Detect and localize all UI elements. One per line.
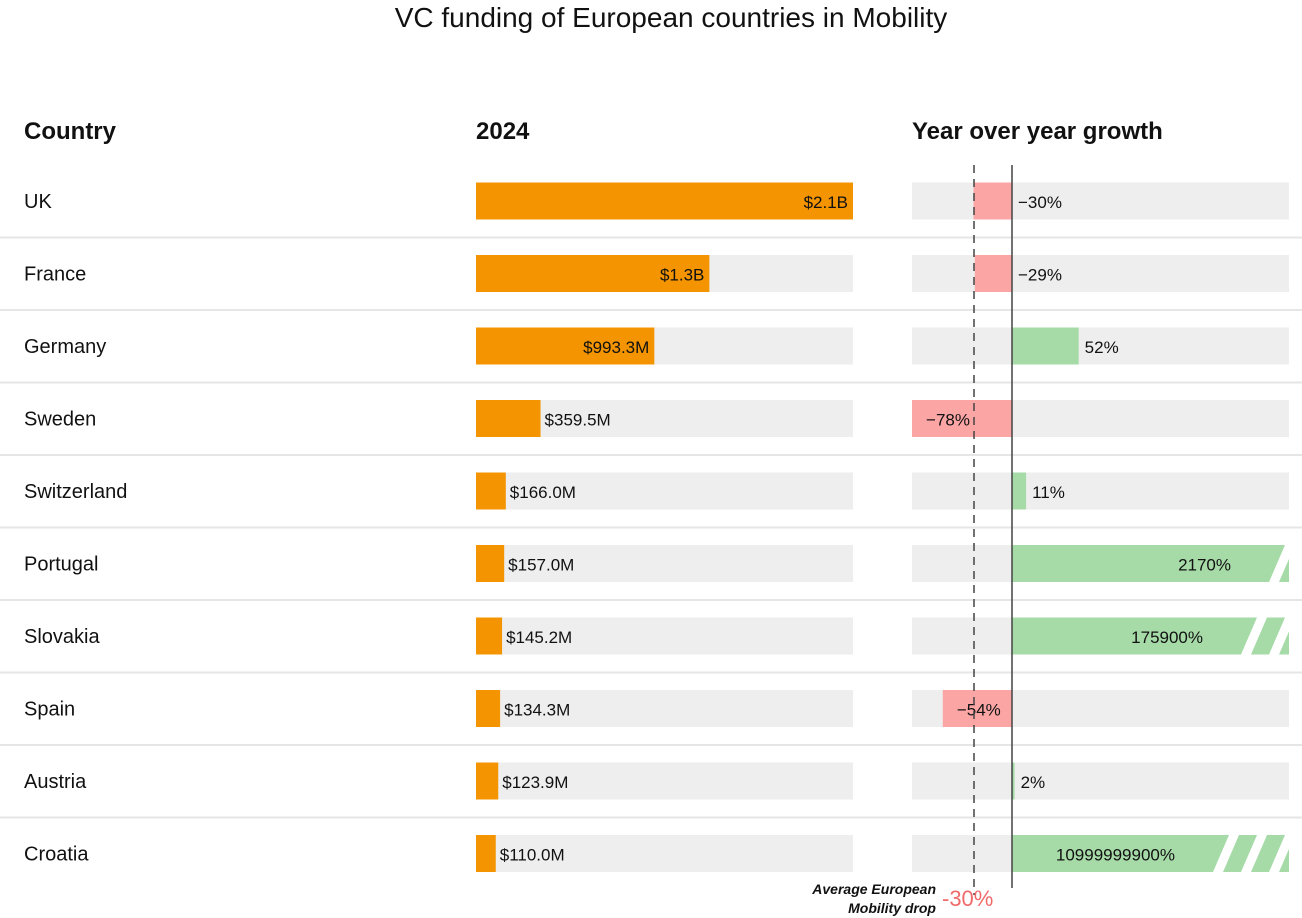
- funding-value-label: $123.9M: [502, 773, 568, 792]
- chart-title: VC funding of European countries in Mobi…: [394, 2, 948, 33]
- funding-value-label: $157.0M: [508, 556, 574, 575]
- country-label: Austria: [24, 771, 87, 793]
- break-mark: [1241, 835, 1267, 872]
- funding-track: [476, 835, 853, 872]
- growth-value-label: 52%: [1085, 338, 1119, 357]
- growth-bar: [1012, 472, 1027, 510]
- growth-track: [912, 327, 1289, 365]
- growth-value-label: −29%: [1018, 266, 1062, 285]
- growth-value-label: 11%: [1032, 483, 1065, 502]
- funding-value-label: $145.2M: [506, 628, 572, 647]
- reference-value: -30%: [942, 886, 994, 911]
- growth-track: [912, 762, 1289, 800]
- funding-bar: [476, 690, 501, 727]
- growth-value-label: −30%: [1018, 193, 1062, 212]
- funding-bar: [476, 400, 541, 437]
- funding-track: [476, 690, 853, 727]
- funding-bar: [476, 835, 496, 872]
- growth-bar: [973, 182, 1012, 220]
- country-label: Sweden: [24, 409, 96, 431]
- funding-value-label: $134.3M: [504, 701, 570, 720]
- growth-value-label: 10999999900%: [1056, 846, 1175, 865]
- growth-bar: [1012, 327, 1079, 365]
- country-label: Slovakia: [24, 626, 100, 648]
- growth-bar: [1012, 835, 1289, 872]
- funding-value-label: $993.3M: [583, 338, 649, 357]
- growth-value-label: 175900%: [1131, 628, 1203, 647]
- funding-bar: [476, 472, 506, 510]
- growth-value-label: 2170%: [1178, 556, 1231, 575]
- growth-bar: [1012, 617, 1289, 655]
- funding-bar: [476, 545, 505, 582]
- growth-bar: [912, 400, 1012, 437]
- break-mark: [1269, 835, 1295, 872]
- funding-bar: [476, 762, 499, 800]
- header-country: Country: [24, 118, 116, 145]
- country-label: France: [24, 264, 86, 286]
- growth-bar: [1012, 762, 1015, 800]
- growth-value-label: 2%: [1021, 773, 1046, 792]
- country-label: Croatia: [24, 844, 89, 866]
- country-label: UK: [24, 191, 52, 213]
- country-label: Portugal: [24, 554, 99, 576]
- growth-value-label: −54%: [957, 701, 1001, 720]
- growth-track: [912, 472, 1289, 510]
- growth-track: [912, 182, 1289, 220]
- funding-value-label: $110.0M: [500, 846, 565, 865]
- funding-value-label: $1.3B: [660, 266, 704, 285]
- header-growth: Year over year growth: [912, 118, 1163, 145]
- break-mark: [1269, 545, 1295, 582]
- funding-track: [476, 545, 853, 582]
- break-mark: [1269, 617, 1295, 655]
- growth-bar: [1012, 545, 1289, 582]
- growth-track: [912, 255, 1289, 292]
- funding-track: [476, 762, 853, 800]
- funding-bar: [476, 617, 503, 655]
- funding-value-label: $2.1B: [804, 193, 848, 212]
- funding-track: [476, 617, 853, 655]
- funding-value-label: $359.5M: [545, 411, 611, 430]
- growth-bar: [942, 690, 1012, 727]
- reference-label: Average European Mobility drop: [812, 881, 936, 916]
- growth-value-label: −78%: [926, 411, 970, 430]
- funding-bar: [476, 327, 655, 365]
- funding-bar: [476, 182, 853, 220]
- break-mark: [1241, 617, 1267, 655]
- country-label: Switzerland: [24, 481, 127, 503]
- funding-bar: [476, 255, 710, 292]
- country-label: Spain: [24, 699, 75, 721]
- funding-value-label: $166.0M: [510, 483, 576, 502]
- country-label: Germany: [24, 336, 106, 358]
- funding-track: [476, 472, 853, 510]
- header-2024: 2024: [476, 118, 530, 145]
- break-mark: [1213, 835, 1239, 872]
- growth-bar: [974, 255, 1012, 292]
